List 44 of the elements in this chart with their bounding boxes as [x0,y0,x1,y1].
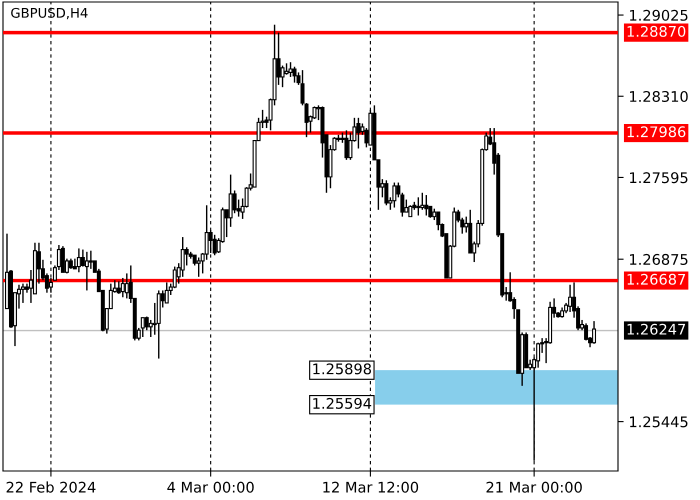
candlestick [76,248,81,273]
candlestick [592,320,596,345]
x-tick-label: 4 Mar 00:00 [167,482,254,493]
candlestick [284,62,289,76]
candlestick [288,61,293,78]
ref-line-label: 1.26687 [628,274,686,285]
y-tick-label: 1.25445 [630,416,688,428]
ref-line-label: 1.28870 [628,26,686,37]
ref-line-label: 1.27986 [628,126,686,138]
candlestick [140,317,145,338]
candlestick [84,251,89,292]
candlestick [60,245,65,273]
candlestick [120,277,125,298]
ref-line-label: 1.26247 [628,324,686,335]
candlestick [292,66,297,84]
candlestick [404,198,408,213]
candlestick [560,306,564,318]
y-tick-label: 1.28310 [630,90,688,102]
x-tick-label: 12 Mar 12:00 [323,482,418,493]
y-tick-label: 1.26875 [630,254,688,265]
candlestick [568,284,572,313]
candlestick [212,234,217,256]
candlestick [228,174,233,228]
candlestick [164,282,169,304]
candlestick [356,117,360,150]
candlestick [88,250,93,270]
candlestick [124,272,129,300]
annotation: 1.25594 [313,398,372,409]
x-tick-label: 21 Mar 00:00 [486,482,582,493]
candlestick [432,208,436,221]
candlestick [344,130,348,161]
candlestick [184,246,189,266]
candlestick [384,180,388,206]
candlestick [392,182,396,208]
candlestick [116,280,121,295]
y-tick-label: 1.29025 [630,10,688,21]
y-tick-label: 1.27595 [630,172,688,184]
candlestick [196,256,201,278]
candlestick [416,196,420,216]
candlestick [424,194,428,216]
x-tick-label: 22 Feb 2024 [6,481,96,493]
candlestick [68,258,73,270]
annotation: 1.25898 [313,363,371,374]
chart-title: GBPUSD,H4 [11,8,88,20]
